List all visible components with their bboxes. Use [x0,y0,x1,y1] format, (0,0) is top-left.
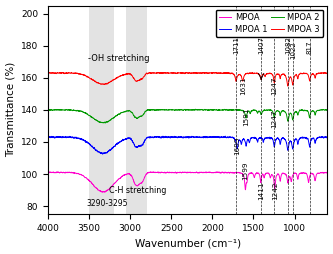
MPOA [325,171,329,174]
Text: 1599: 1599 [242,162,248,181]
MPOA [55,170,59,173]
MPOA [103,191,107,194]
Text: 1411: 1411 [258,181,264,200]
MPOA 1 [249,137,253,140]
Text: 1591: 1591 [243,107,249,126]
Text: 817: 817 [307,40,313,54]
MPOA 2 [46,108,50,112]
MPOA 1 [46,135,50,138]
MPOA 2 [317,109,321,112]
Text: 1407: 1407 [258,36,264,54]
MPOA 3 [164,71,167,74]
MPOA 2 [179,108,183,111]
MPOA 3 [249,72,253,75]
MPOA [46,171,50,174]
MPOA 1 [223,135,227,138]
MPOA 2 [325,109,329,112]
MPOA 3 [286,85,290,88]
Bar [89,6,114,214]
MPOA [249,171,253,174]
MPOA [303,172,307,175]
Bar [126,6,147,214]
MPOA 1 [303,136,307,139]
Text: 1247: 1247 [271,77,277,96]
MPOA 1 [325,135,329,138]
MPOA 3 [179,71,183,74]
MPOA 3 [317,72,321,75]
Legend: MPOA, MPOA 1, MPOA 2, MPOA 3: MPOA, MPOA 1, MPOA 2, MPOA 3 [216,10,323,37]
Text: 1022: 1022 [290,41,296,58]
Text: 1082: 1082 [285,36,291,54]
MPOA [166,171,170,174]
MPOA 3 [211,71,215,74]
MPOA 3 [325,71,329,74]
MPOA 1 [166,135,170,138]
Text: C-H stretching: C-H stretching [109,186,166,195]
MPOA 3 [303,72,307,75]
MPOA 2 [303,109,307,112]
Y-axis label: Transmittance (%): Transmittance (%) [6,62,16,157]
Line: MPOA 3: MPOA 3 [48,72,327,86]
MPOA 1 [164,135,167,138]
MPOA 1 [317,136,321,139]
X-axis label: Wavenumber (cm⁻¹): Wavenumber (cm⁻¹) [135,239,241,248]
MPOA 2 [249,109,253,113]
MPOA 3 [46,71,50,74]
Text: 1631: 1631 [240,77,246,96]
MPOA 2 [102,121,106,124]
Text: 3290-3295: 3290-3295 [87,199,128,208]
Line: MPOA 2: MPOA 2 [48,109,327,123]
MPOA 1 [179,135,183,138]
MPOA 1 [101,153,105,156]
MPOA [179,171,183,174]
Line: MPOA 1: MPOA 1 [48,136,327,154]
MPOA 2 [166,109,170,112]
Text: 1242: 1242 [272,181,278,200]
Text: 1699: 1699 [234,136,240,155]
MPOA 2 [164,108,167,112]
Text: 1247: 1247 [271,109,277,128]
MPOA 3 [166,71,170,74]
MPOA [317,172,321,175]
Text: -OH stretching: -OH stretching [88,54,150,63]
Text: 1711: 1711 [233,36,239,54]
MPOA 2 [193,108,197,111]
MPOA [164,171,167,174]
Line: MPOA: MPOA [48,172,327,192]
